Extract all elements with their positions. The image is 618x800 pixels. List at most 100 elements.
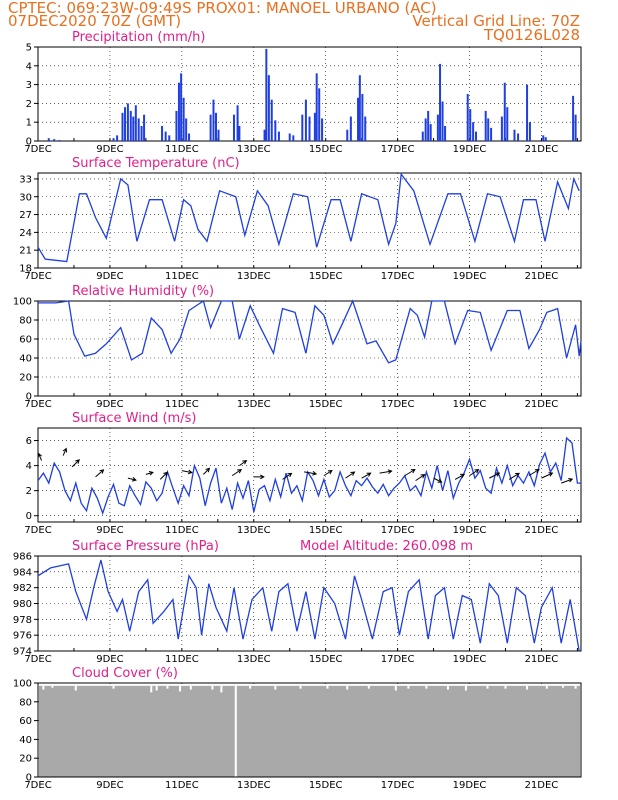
humidity-xtick-label: 11DEC [165,399,199,410]
precipitation-xtick-label: 19DEC [453,144,487,155]
precipitation-xtick-label: 11DEC [165,144,199,155]
precip-bar [444,125,447,141]
wind-xtick-label: 17DEC [381,525,415,536]
cloud-cover-dip [211,685,214,690]
pressure-xtick-label: 17DEC [381,654,415,665]
cloud-cover-ytick-label: 40 [19,735,32,746]
pressure-ytick-label: 976 [13,631,32,642]
cloud-cover-dip [346,685,349,690]
wind-vector [541,472,553,479]
wind-vector-head [242,459,248,465]
wind-vector [304,471,317,475]
cloud-cover-xtick-label: 13DEC [237,780,271,791]
wind-panel: 0 2 4 6 7DEC 9DEC 11DEC 13DEC 15DEC 17DEC 19DEC 21D… [24,411,582,536]
cloud-cover-title: Cloud Cover (%) [72,666,178,681]
precipitation-ytick-label: 5 [26,43,32,54]
cloud-cover-dip [166,685,169,689]
temperature-ytick-label: 18 [19,264,32,275]
wind-xtick-label: 11DEC [165,525,199,536]
precip-bar [263,129,266,141]
precip-bar [124,107,127,141]
wind-vector-head [287,472,293,478]
precip-bar [469,109,472,141]
wind-vector [181,470,192,474]
wind-xtick-label: 21DEC [525,525,559,536]
humidity-xtick-label: 13DEC [237,399,271,410]
precip-bar [188,133,191,141]
cloud-cover-xtick-label: 19DEC [453,780,487,791]
pressure-ytick-label: 986 [13,552,32,563]
precip-bar [439,63,442,141]
cloud-cover-dip [446,685,449,690]
wind-vector [145,471,154,475]
precip-bar [47,138,50,141]
precip-bar [503,82,506,141]
precip-bar [574,114,577,141]
precipitation-ytick-label: 3 [26,80,32,91]
humidity-xtick-label: 19DEC [453,399,487,410]
cloud-cover-dip [407,685,410,689]
wind-vector-head [37,452,43,458]
precip-bar [349,116,352,141]
cloud-cover-dip [155,685,158,691]
precip-bar [506,107,509,141]
precip-bar [217,129,220,141]
pressure-xtick-label: 21DEC [525,654,559,665]
cloud-cover-dip [274,685,277,690]
temperature-ytick-label: 33 [19,174,32,185]
wind-vector-head [205,467,211,473]
temperature-xtick-label: 7DEC [24,271,51,282]
wind-vector [361,472,371,479]
wind-ytick-label: 6 [26,436,32,447]
precip-bar [232,114,235,141]
temperature-xtick-label: 19DEC [453,271,487,282]
precip-bar [270,99,273,141]
cloud-cover-panel: 0 20 40 60 80 100 7DEC 9DEC 11DEC 13DEC 15DEC 17DEC… [13,666,582,791]
cloud-cover-dip [74,685,77,691]
wind-vector [561,478,573,484]
cloud-cover-dip [504,685,507,689]
precipitation-xtick-label: 21DEC [525,144,559,155]
humidity-line [38,299,582,364]
wind-vector-head [260,474,265,480]
wind-vector-head [495,472,501,477]
precip-bar [288,133,291,141]
humidity-ytick-label: 0 [26,392,32,403]
humidity-xtick-label: 21DEC [525,399,559,410]
cloud-cover-dip [220,685,223,693]
wind-vector-head [187,469,193,475]
precip-bar [500,116,503,141]
pressure-xtick-label: 9DEC [96,654,123,665]
wind-vector-head [548,472,554,477]
wind-frame [37,427,582,523]
wind-vector-head [75,459,80,464]
precip-bar [429,124,432,141]
cloud-cover-xtick-label: 9DEC [96,780,123,791]
temperature-xtick-label: 17DEC [381,271,415,282]
wind-vector-head [387,469,393,474]
cloud-cover-xtick-label: 17DEC [381,780,415,791]
precip-bar [180,73,183,141]
wind-vector [38,453,43,461]
precip-bar [134,105,137,141]
humidity-ytick-label: 20 [19,373,32,384]
wind-vector [469,469,479,477]
cloud-cover-dip [367,685,370,689]
cloud-cover-dip [189,685,192,690]
precip-bar [441,101,444,141]
cloud-cover-xtick-label: 11DEC [165,780,199,791]
precip-bar [143,114,146,141]
wind-vector [508,472,520,480]
wind-vector [404,469,416,477]
temperature-ytick-label: 21 [19,246,32,257]
cloud-cover-dip [179,685,182,692]
wind-vector [239,460,247,467]
precipitation-title: Precipitation (mm/h) [72,30,205,45]
precip-bar [132,116,135,141]
pressure-xtick-label: 7DEC [24,654,51,665]
precip-bar [164,131,167,141]
humidity-ytick-label: 40 [19,354,32,365]
cloud-cover-ytick-label: 100 [13,679,32,690]
humidity-ytick-label: 80 [19,316,32,327]
